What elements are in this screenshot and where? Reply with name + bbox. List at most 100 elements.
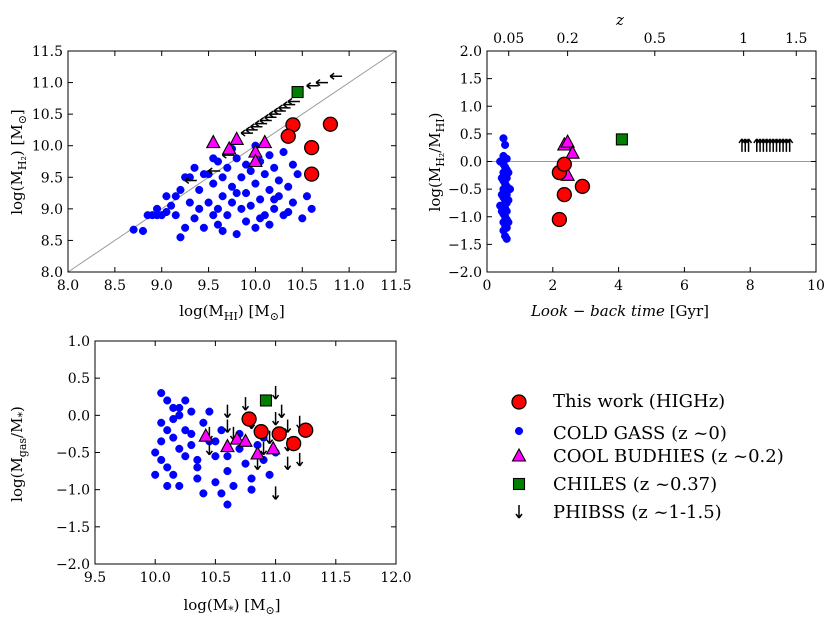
y-tick-label: 11.5 [32, 44, 63, 60]
point-cold-gass [157, 418, 166, 427]
point-cool-budhies [238, 433, 253, 447]
point-highz [253, 424, 269, 440]
legend-label-cold-gass: COLD GASS (z ~0) [553, 423, 727, 444]
point-cold-gass [218, 173, 227, 182]
point-cold-gass [181, 396, 190, 405]
series-chiles [291, 85, 304, 99]
y-tick-label: −1.5 [56, 520, 90, 536]
point-cold-gass [151, 470, 160, 479]
point-phibss [205, 441, 213, 456]
point-cold-gass [175, 481, 184, 491]
point-highz [280, 128, 296, 144]
point-cold-gass [307, 204, 316, 213]
point-highz [556, 156, 572, 172]
y-tick-label: 9.5 [41, 170, 63, 186]
point-cold-gass [504, 168, 513, 177]
point-cool-budhies [220, 438, 235, 453]
point-cold-gass [227, 182, 237, 191]
point-phibss [268, 110, 282, 118]
y-tick-label: −1.0 [56, 483, 90, 499]
point-cool-budhies [250, 445, 265, 460]
point-cold-gass [187, 407, 196, 416]
point-cold-gass [499, 134, 508, 143]
x-tick-label: 10.0 [240, 278, 271, 294]
point-cold-gass [218, 226, 227, 236]
panel-ratio-vs-lookback: z Look − back time [Gyr] log(MH₂/MHI) 0 2… [426, 11, 825, 320]
y-tick-label: 1.5 [460, 72, 482, 88]
series-highz [241, 411, 314, 452]
point-highz [241, 411, 257, 427]
y-tick-label: 9.0 [41, 202, 63, 218]
point-cold-gass [284, 182, 293, 191]
point-phibss [272, 486, 280, 500]
point-phibss [329, 72, 343, 80]
x-tick-label: 11.0 [260, 570, 291, 586]
axes-frame [67, 50, 397, 273]
point-highz [322, 116, 339, 132]
point-phibss [245, 126, 258, 134]
point-cold-gass [157, 388, 166, 398]
one-to-one-line [67, 50, 397, 273]
point-cold-gass [256, 214, 265, 223]
point-cold-gass [162, 207, 171, 217]
point-phibss [287, 97, 300, 106]
point-cold-gass [195, 185, 204, 194]
point-cold-gass [501, 140, 510, 149]
point-cool-budhies [229, 430, 245, 445]
point-cold-gass [138, 226, 148, 236]
y-tick-label: 0.5 [68, 371, 90, 387]
top-tick-label: 1 [739, 31, 748, 47]
point-cold-gass [256, 195, 265, 204]
point-cold-gass [237, 204, 246, 213]
point-cold-gass [237, 173, 246, 182]
y-tick-label: 8.5 [41, 233, 63, 249]
y-tick-label: 8.0 [41, 265, 63, 281]
point-phibss [786, 138, 794, 152]
point-cold-gass [502, 234, 511, 243]
point-cold-gass [162, 192, 171, 201]
series-cool-budhies [198, 427, 281, 460]
x-tick-label: 10 [807, 278, 825, 294]
point-cold-gass [497, 174, 506, 183]
point-highz [551, 211, 568, 228]
point-cold-gass [504, 218, 513, 227]
x-tick-label: 8 [746, 278, 755, 294]
point-cold-gass [199, 418, 208, 427]
x-tick-label: 11.5 [320, 570, 351, 586]
point-cold-gass [293, 170, 302, 179]
point-phibss [249, 123, 263, 131]
point-phibss [278, 404, 286, 419]
point-phibss [259, 116, 272, 125]
point-cold-gass [163, 426, 172, 435]
point-cold-gass [190, 163, 199, 172]
point-cold-gass [171, 211, 180, 220]
p1-ylabel: log(MH₂) [M⊙] [8, 109, 29, 215]
legend-label-cool-budhies: COOL BUDHIES (z ~0.2) [553, 446, 784, 467]
point-cold-gass [265, 151, 274, 160]
y-tick-label: 10.0 [32, 139, 63, 155]
point-cold-gass [223, 163, 232, 172]
point-cold-gass [193, 463, 202, 472]
point-cold-gass [241, 459, 250, 468]
point-chiles [259, 394, 273, 407]
point-phibss [254, 120, 268, 128]
point-highz [556, 186, 572, 203]
point-phibss [265, 430, 274, 445]
point-cool-budhies [198, 427, 214, 442]
point-cold-gass [181, 223, 190, 232]
series-chiles [259, 394, 273, 407]
point-cold-gass [181, 426, 190, 435]
point-phibss [744, 138, 753, 152]
point-cold-gass [175, 444, 184, 453]
point-cold-gass [209, 211, 218, 220]
point-cold-gass [246, 201, 255, 210]
y-tick-label: 2.0 [460, 44, 482, 60]
point-phibss [278, 104, 291, 112]
point-cold-gass [190, 214, 199, 223]
axes-frame [94, 340, 397, 565]
point-phibss [223, 404, 232, 419]
point-cold-gass [195, 204, 204, 213]
point-cold-gass [229, 481, 238, 491]
point-phibss [272, 386, 280, 400]
